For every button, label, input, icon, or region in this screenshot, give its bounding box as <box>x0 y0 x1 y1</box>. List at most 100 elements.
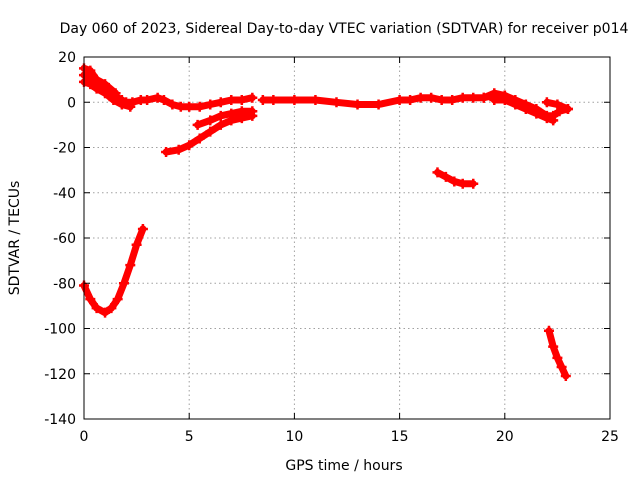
data-point-marker <box>167 99 178 110</box>
data-point-marker <box>449 176 460 187</box>
x-tick-label: 10 <box>285 429 303 445</box>
data-point-marker <box>373 99 384 110</box>
data-point-marker <box>543 325 554 336</box>
data-point-marker <box>562 104 573 115</box>
data-point-marker <box>552 352 563 363</box>
data-point-marker <box>85 65 96 76</box>
data-point-marker <box>499 94 510 105</box>
data-point-marker <box>226 115 237 126</box>
data-point-marker <box>110 88 121 99</box>
data-point-marker <box>100 79 111 90</box>
data-point-marker <box>436 94 447 105</box>
grid-lines <box>84 57 610 419</box>
x-tick-label: 25 <box>601 429 619 445</box>
data-point-marker <box>118 278 129 289</box>
data-point-marker <box>447 94 458 105</box>
data-point-marker <box>560 371 571 382</box>
data-point-marker <box>548 115 559 126</box>
data-point-marker <box>548 341 559 352</box>
x-axis-label: GPS time / hours <box>285 458 402 474</box>
data-series <box>79 63 573 382</box>
data-point-marker <box>91 83 102 94</box>
data-point-marker <box>205 126 216 137</box>
data-point-marker <box>112 294 123 305</box>
data-point-marker <box>541 113 552 124</box>
data-point-marker <box>106 303 117 314</box>
data-point-marker <box>85 294 96 305</box>
y-tick-label: -40 <box>53 186 76 202</box>
data-point-marker <box>205 99 216 110</box>
data-point-marker <box>531 108 542 119</box>
data-point-marker <box>457 92 468 103</box>
y-axis-label: SDTVAR / TECUs <box>7 181 23 296</box>
data-point-marker <box>125 260 136 271</box>
data-point-marker <box>556 361 567 372</box>
y-tick-label: -120 <box>44 367 76 383</box>
x-tick-label: 0 <box>80 429 89 445</box>
data-point-marker <box>478 92 489 103</box>
data-point-marker <box>137 223 148 234</box>
data-point-marker <box>520 104 531 115</box>
data-point-marker <box>331 97 342 108</box>
data-point-marker <box>457 178 468 189</box>
data-point-marker <box>142 94 153 105</box>
chart-title: Day 060 of 2023, Sidereal Day-to-day VTE… <box>60 21 629 37</box>
data-point-marker <box>85 79 96 90</box>
data-point-marker <box>184 140 195 151</box>
y-tick-label: 20 <box>58 50 76 66</box>
data-point-marker <box>184 101 195 112</box>
data-point-marker <box>226 94 237 105</box>
y-tick-label: -100 <box>44 322 76 338</box>
data-point-marker <box>91 303 102 314</box>
data-point-marker <box>352 99 363 110</box>
data-point-marker <box>215 110 226 121</box>
data-point-marker <box>194 101 205 112</box>
y-tick-label: -60 <box>53 231 76 247</box>
x-tick-label: 5 <box>185 429 194 445</box>
data-point-marker <box>268 94 279 105</box>
data-point-marker <box>192 119 203 130</box>
data-point-marker <box>131 239 142 250</box>
data-point-marker <box>91 74 102 85</box>
data-point-marker <box>468 92 479 103</box>
data-point-marker <box>541 97 552 108</box>
x-tick-label: 15 <box>391 429 409 445</box>
data-point-marker <box>468 178 479 189</box>
data-point-marker <box>194 133 205 144</box>
data-point-marker <box>552 99 563 110</box>
data-point-marker <box>257 94 268 105</box>
data-point-marker <box>310 94 321 105</box>
series-end-segment <box>480 89 572 120</box>
y-tick-label: -20 <box>53 141 76 157</box>
data-point-marker <box>236 113 247 124</box>
data-point-marker <box>100 307 111 318</box>
data-point-marker <box>415 92 426 103</box>
data-point-marker <box>173 144 184 155</box>
data-point-marker <box>510 99 521 110</box>
data-point-marker <box>394 94 405 105</box>
data-point-marker <box>236 94 247 105</box>
data-point-marker <box>215 119 226 130</box>
data-point-marker <box>489 94 500 105</box>
data-point-marker <box>432 167 443 178</box>
data-point-marker <box>175 101 186 112</box>
data-point-marker <box>247 92 258 103</box>
y-tick-label: 0 <box>67 95 76 111</box>
y-tick-label: -140 <box>44 412 76 428</box>
data-point-marker <box>215 97 226 108</box>
x-tick-label: 20 <box>496 429 514 445</box>
series-dip-curve <box>80 225 147 317</box>
data-point-marker <box>100 88 111 99</box>
data-point-marker <box>116 99 127 110</box>
y-tick-label: -80 <box>53 276 76 292</box>
axis-ticks: 0 5 10 15 20 25 -140 -120 -100 -80 -60 -40 -20 0 20 <box>44 50 619 445</box>
data-point-marker <box>125 101 136 112</box>
data-point-marker <box>289 94 300 105</box>
data-point-marker <box>440 171 451 182</box>
data-point-marker <box>247 110 258 121</box>
data-point-marker <box>205 115 216 126</box>
data-point-marker <box>152 92 163 103</box>
data-point-marker <box>108 94 119 105</box>
data-point-marker <box>426 92 437 103</box>
